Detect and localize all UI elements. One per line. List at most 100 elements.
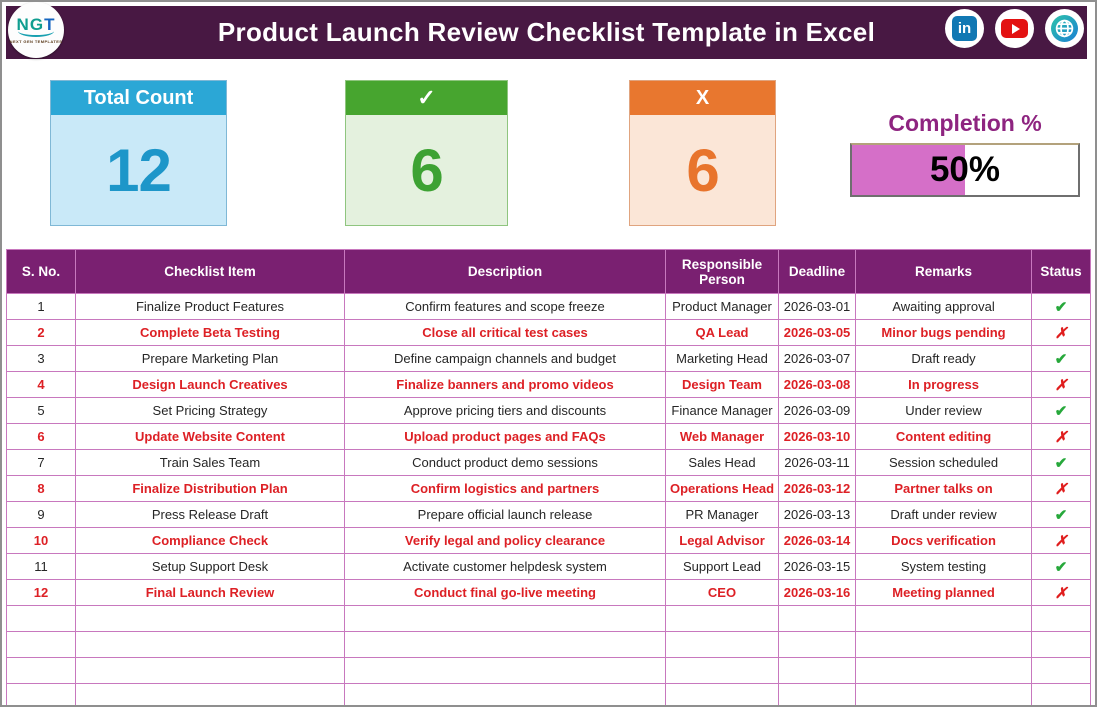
cell-deadline[interactable]: 2026-03-13 [778, 501, 857, 528]
cell-deadline[interactable]: 2026-03-10 [778, 423, 857, 450]
cell-remarks[interactable]: System testing [855, 553, 1033, 580]
cell-item[interactable]: Design Launch Creatives [75, 371, 345, 398]
cell-status-cross-icon[interactable]: ✗ [1031, 579, 1092, 606]
empty-cell[interactable] [1031, 605, 1092, 632]
empty-cell[interactable] [75, 605, 345, 632]
cell-description[interactable]: Verify legal and policy clearance [344, 527, 666, 554]
cell-sno[interactable]: 1 [6, 293, 76, 320]
cell-person[interactable]: Finance Manager [664, 397, 780, 424]
cell-status-check-icon[interactable]: ✔ [1031, 397, 1092, 424]
cell-description[interactable]: Close all critical test cases [344, 319, 666, 346]
cell-person[interactable]: QA Lead [664, 319, 780, 346]
empty-cell[interactable] [6, 657, 76, 684]
cell-remarks[interactable]: Docs verification [855, 527, 1033, 554]
cell-sno[interactable]: 3 [6, 345, 76, 372]
cell-remarks[interactable]: Partner talks on [855, 475, 1033, 502]
cell-deadline[interactable]: 2026-03-15 [778, 553, 857, 580]
empty-cell[interactable] [1031, 631, 1092, 658]
empty-cell[interactable] [6, 631, 76, 658]
cell-sno[interactable]: 6 [6, 423, 76, 450]
cell-status-cross-icon[interactable]: ✗ [1031, 527, 1092, 554]
empty-cell[interactable] [1031, 683, 1092, 705]
cell-sno[interactable]: 4 [6, 371, 76, 398]
cell-item[interactable]: Finalize Distribution Plan [75, 475, 345, 502]
cell-person[interactable]: Product Manager [664, 293, 780, 320]
empty-cell[interactable] [1031, 657, 1092, 684]
cell-description[interactable]: Confirm logistics and partners [344, 475, 666, 502]
cell-person[interactable]: Web Manager [664, 423, 780, 450]
cell-remarks[interactable]: Draft under review [855, 501, 1033, 528]
cell-item[interactable]: Press Release Draft [75, 501, 345, 528]
cell-deadline[interactable]: 2026-03-11 [778, 449, 857, 476]
cell-remarks[interactable]: Minor bugs pending [855, 319, 1033, 346]
empty-cell[interactable] [75, 657, 345, 684]
cell-remarks[interactable]: In progress [855, 371, 1033, 398]
cell-deadline[interactable]: 2026-03-09 [778, 397, 857, 424]
empty-cell[interactable] [778, 605, 857, 632]
cell-status-check-icon[interactable]: ✔ [1031, 345, 1092, 372]
cell-deadline[interactable]: 2026-03-16 [778, 579, 857, 606]
cell-description[interactable]: Confirm features and scope freeze [344, 293, 666, 320]
cell-status-cross-icon[interactable]: ✗ [1031, 475, 1092, 502]
empty-cell[interactable] [75, 631, 345, 658]
cell-item[interactable]: Compliance Check [75, 527, 345, 554]
empty-cell[interactable] [344, 657, 666, 684]
cell-deadline[interactable]: 2026-03-05 [778, 319, 857, 346]
cell-item[interactable]: Train Sales Team [75, 449, 345, 476]
cell-person[interactable]: PR Manager [664, 501, 780, 528]
cell-sno[interactable]: 9 [6, 501, 76, 528]
empty-cell[interactable] [75, 683, 345, 705]
empty-cell[interactable] [664, 683, 780, 705]
linkedin-icon[interactable]: in [945, 9, 984, 48]
empty-cell[interactable] [664, 605, 780, 632]
cell-description[interactable]: Define campaign channels and budget [344, 345, 666, 372]
cell-deadline[interactable]: 2026-03-01 [778, 293, 857, 320]
cell-description[interactable]: Approve pricing tiers and discounts [344, 397, 666, 424]
cell-description[interactable]: Finalize banners and promo videos [344, 371, 666, 398]
cell-item[interactable]: Finalize Product Features [75, 293, 345, 320]
cell-item[interactable]: Update Website Content [75, 423, 345, 450]
cell-person[interactable]: CEO [664, 579, 780, 606]
cell-remarks[interactable]: Session scheduled [855, 449, 1033, 476]
empty-cell[interactable] [855, 683, 1033, 705]
cell-description[interactable]: Prepare official launch release [344, 501, 666, 528]
cell-person[interactable]: Operations Head [664, 475, 780, 502]
cell-sno[interactable]: 12 [6, 579, 76, 606]
cell-remarks[interactable]: Content editing [855, 423, 1033, 450]
cell-person[interactable]: Support Lead [664, 553, 780, 580]
cell-item[interactable]: Final Launch Review [75, 579, 345, 606]
empty-cell[interactable] [855, 657, 1033, 684]
cell-deadline[interactable]: 2026-03-08 [778, 371, 857, 398]
cell-sno[interactable]: 7 [6, 449, 76, 476]
empty-cell[interactable] [6, 683, 76, 705]
cell-deadline[interactable]: 2026-03-14 [778, 527, 857, 554]
cell-item[interactable]: Prepare Marketing Plan [75, 345, 345, 372]
cell-remarks[interactable]: Under review [855, 397, 1033, 424]
cell-item[interactable]: Set Pricing Strategy [75, 397, 345, 424]
ngt-logo[interactable]: NGT NEXT GEN TEMPLATES [8, 2, 64, 58]
cell-status-cross-icon[interactable]: ✗ [1031, 319, 1092, 346]
cell-status-cross-icon[interactable]: ✗ [1031, 371, 1092, 398]
cell-status-check-icon[interactable]: ✔ [1031, 449, 1092, 476]
cell-description[interactable]: Upload product pages and FAQs [344, 423, 666, 450]
cell-status-cross-icon[interactable]: ✗ [1031, 423, 1092, 450]
cell-person[interactable]: Marketing Head [664, 345, 780, 372]
empty-cell[interactable] [778, 631, 857, 658]
empty-cell[interactable] [778, 657, 857, 684]
cell-remarks[interactable]: Awaiting approval [855, 293, 1033, 320]
empty-cell[interactable] [344, 631, 666, 658]
empty-cell[interactable] [855, 631, 1033, 658]
empty-cell[interactable] [855, 605, 1033, 632]
cell-item[interactable]: Setup Support Desk [75, 553, 345, 580]
globe-icon[interactable] [1045, 9, 1084, 48]
cell-sno[interactable]: 8 [6, 475, 76, 502]
cell-description[interactable]: Conduct final go-live meeting [344, 579, 666, 606]
empty-cell[interactable] [778, 683, 857, 705]
cell-person[interactable]: Sales Head [664, 449, 780, 476]
cell-sno[interactable]: 2 [6, 319, 76, 346]
empty-cell[interactable] [344, 683, 666, 705]
cell-status-check-icon[interactable]: ✔ [1031, 553, 1092, 580]
cell-remarks[interactable]: Draft ready [855, 345, 1033, 372]
cell-person[interactable]: Design Team [664, 371, 780, 398]
cell-sno[interactable]: 11 [6, 553, 76, 580]
